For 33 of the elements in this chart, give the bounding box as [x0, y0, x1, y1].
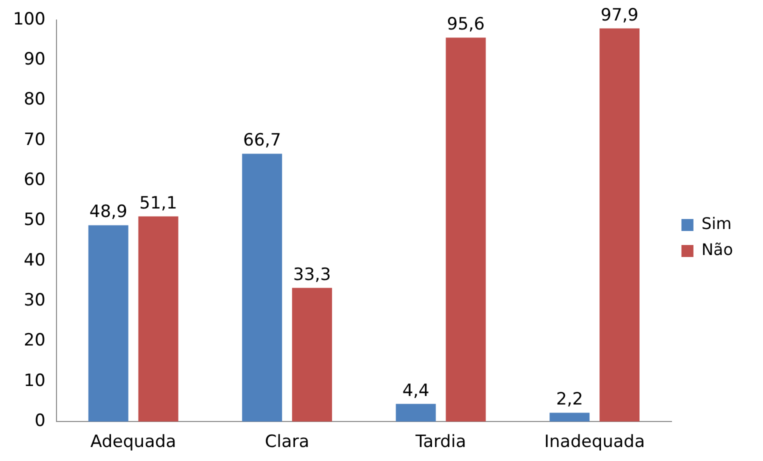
y-tick-label: 80 [24, 90, 46, 110]
y-tick-label: 70 [24, 130, 46, 150]
bar [446, 38, 486, 422]
data-label: 66,7 [243, 130, 282, 151]
x-tick-label: Clara [264, 432, 310, 452]
bar [396, 404, 436, 422]
data-label: 51,1 [139, 193, 178, 214]
data-label: 97,9 [600, 5, 638, 26]
y-tick-label: 100 [12, 9, 46, 30]
data-label: 33,3 [293, 264, 331, 285]
legend-label: Sim [701, 214, 732, 234]
y-tick-label: 40 [24, 250, 46, 270]
x-tick-label: Adequada [90, 432, 176, 452]
legend-label: Não [701, 240, 733, 260]
bar [550, 412, 590, 422]
bar [600, 28, 640, 422]
x-tick-label: Tardia [414, 432, 466, 452]
bar [242, 154, 282, 422]
bar [292, 288, 332, 422]
x-tick-label: Inadequada [544, 432, 645, 452]
data-label: 2,2 [556, 390, 584, 410]
y-tick-label: 60 [24, 170, 46, 190]
y-tick-label: 90 [24, 50, 46, 70]
data-label: 4,4 [402, 380, 430, 401]
bar [88, 225, 128, 422]
y-tick-label: 0 [34, 411, 46, 432]
y-tick-label: 30 [24, 290, 46, 311]
data-label: 48,9 [89, 202, 128, 222]
y-tick-label: 50 [24, 210, 46, 230]
bar [138, 216, 178, 422]
y-tick-label: 10 [24, 370, 46, 391]
data-label: 95,6 [446, 14, 485, 35]
y-tick-label: 20 [24, 330, 46, 351]
